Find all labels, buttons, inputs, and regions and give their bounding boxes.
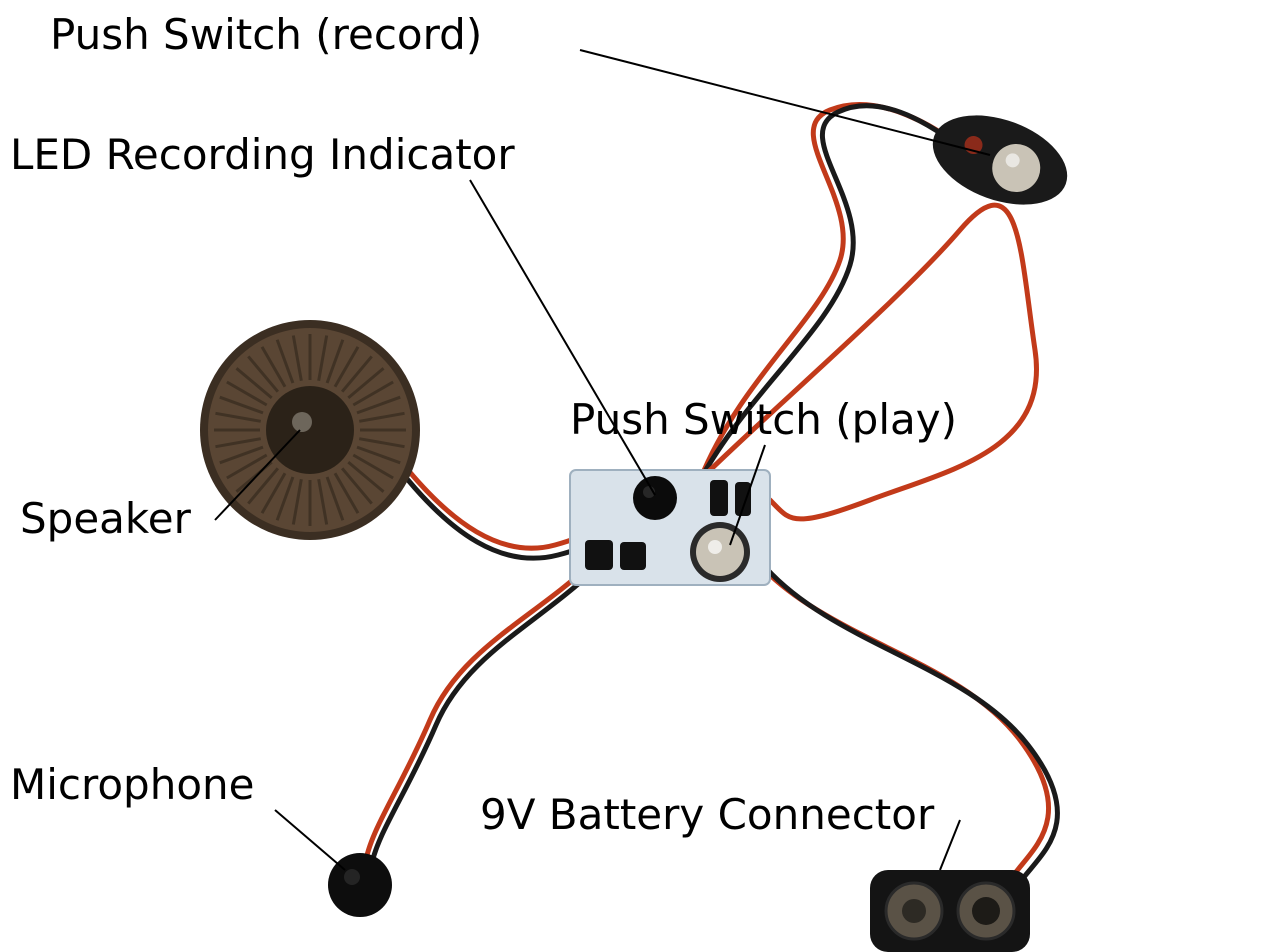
push-switch-record-component [921,98,1080,221]
speaker-component [200,320,420,540]
label-push-switch-record: Push Switch (record) [50,10,482,59]
pcb-board [570,470,770,585]
label-battery-connector: 9V Battery Connector [480,790,934,839]
label-push-switch-play: Push Switch (play) [570,395,957,444]
battery-connector-component [870,870,1030,952]
label-speaker: Speaker [20,494,191,543]
diagram-canvas: Push Switch (record) LED Recording Indic… [0,0,1280,952]
microphone-component [328,853,392,917]
label-led-recording-indicator: LED Recording Indicator [10,130,515,179]
label-microphone: Microphone [10,760,254,809]
